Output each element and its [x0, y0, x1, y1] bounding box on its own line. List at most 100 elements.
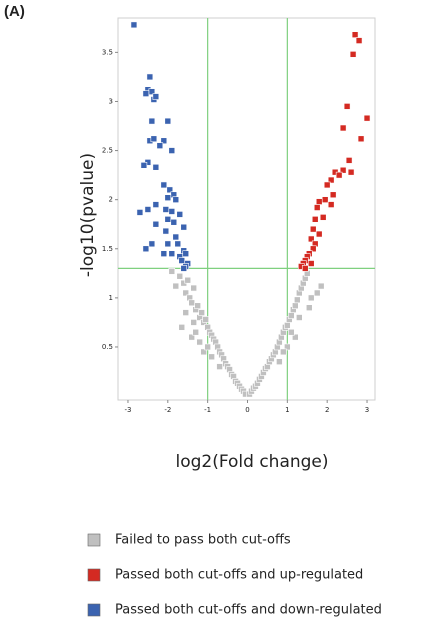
panel-label: (A)	[4, 3, 25, 20]
point	[309, 245, 317, 253]
point	[140, 162, 148, 169]
point	[168, 147, 176, 154]
point	[345, 157, 353, 164]
legend-label: Passed both cut-offs and down-regulated	[115, 603, 382, 618]
point	[307, 235, 315, 243]
point	[323, 181, 331, 189]
legend-label: Passed both cut-offs and up-regulated	[115, 568, 363, 583]
point	[162, 206, 170, 213]
point	[172, 282, 180, 290]
point	[335, 171, 343, 179]
x-tick-label: -2	[164, 406, 171, 414]
point	[202, 316, 209, 323]
point	[130, 21, 138, 29]
point	[288, 312, 295, 319]
point	[160, 137, 168, 145]
legend-swatch	[87, 533, 101, 547]
point	[172, 196, 180, 203]
point	[295, 314, 303, 321]
x-tick-label: 3	[365, 406, 369, 414]
point	[351, 31, 359, 38]
point	[319, 214, 327, 221]
point	[313, 289, 321, 297]
point	[184, 276, 192, 284]
point	[307, 294, 315, 302]
point	[301, 265, 309, 272]
point	[200, 348, 207, 356]
point	[164, 216, 172, 223]
point	[317, 282, 325, 290]
point	[152, 201, 160, 208]
point	[204, 343, 211, 351]
point	[315, 198, 323, 205]
point	[192, 328, 199, 336]
point	[162, 227, 170, 235]
point	[168, 268, 176, 275]
point	[170, 218, 178, 226]
y-tick-label: 1	[109, 294, 113, 302]
point	[355, 37, 363, 44]
point	[190, 284, 198, 292]
point	[148, 117, 156, 125]
legend-swatch	[87, 603, 101, 617]
x-tick-label: 0	[245, 406, 249, 414]
point	[174, 240, 182, 248]
point	[292, 333, 299, 341]
plot-frame	[117, 17, 376, 401]
point	[305, 304, 313, 311]
x-tick-label: -3	[124, 406, 131, 414]
y-axis-label: -log10(pvalue)	[78, 153, 98, 277]
point	[309, 225, 317, 233]
legend-label: Failed to pass both cut-offs	[115, 533, 291, 548]
point	[280, 348, 287, 356]
legend-swatch	[87, 568, 101, 582]
point	[152, 220, 160, 228]
x-axis-label: log2(Fold change)	[175, 452, 328, 472]
point	[329, 191, 337, 199]
y-tick-label: 3.5	[102, 48, 113, 56]
point	[146, 73, 154, 81]
point	[156, 142, 164, 149]
point	[284, 343, 291, 351]
x-tick-label: -1	[204, 406, 211, 414]
point	[168, 208, 176, 215]
point	[148, 240, 156, 248]
point	[152, 163, 160, 171]
point	[178, 324, 186, 331]
point	[339, 124, 347, 132]
y-tick-label: 2	[109, 196, 113, 204]
point	[216, 363, 223, 370]
point	[176, 211, 184, 218]
point	[150, 135, 158, 143]
y-tick-label: 3	[109, 97, 113, 105]
point	[144, 206, 152, 213]
point	[164, 194, 172, 202]
x-tick-label: 2	[325, 406, 329, 414]
x-tick-label: 1	[285, 406, 289, 414]
point	[327, 201, 335, 208]
point	[172, 233, 180, 241]
point	[152, 93, 160, 100]
point	[182, 289, 190, 297]
point	[168, 250, 176, 257]
point	[180, 223, 188, 231]
point	[198, 309, 205, 316]
point	[288, 328, 295, 336]
point	[194, 302, 201, 310]
point	[142, 245, 150, 253]
y-tick-label: 0.5	[102, 343, 113, 351]
point	[180, 265, 188, 272]
point	[188, 299, 196, 307]
point	[321, 196, 329, 203]
point	[357, 135, 365, 143]
point	[307, 260, 315, 267]
point	[160, 250, 168, 257]
point	[284, 322, 291, 329]
point	[294, 296, 301, 304]
point	[188, 333, 196, 341]
point	[339, 166, 347, 174]
y-tick-label: 1.5	[102, 245, 113, 253]
point	[164, 117, 172, 125]
point	[164, 240, 172, 248]
